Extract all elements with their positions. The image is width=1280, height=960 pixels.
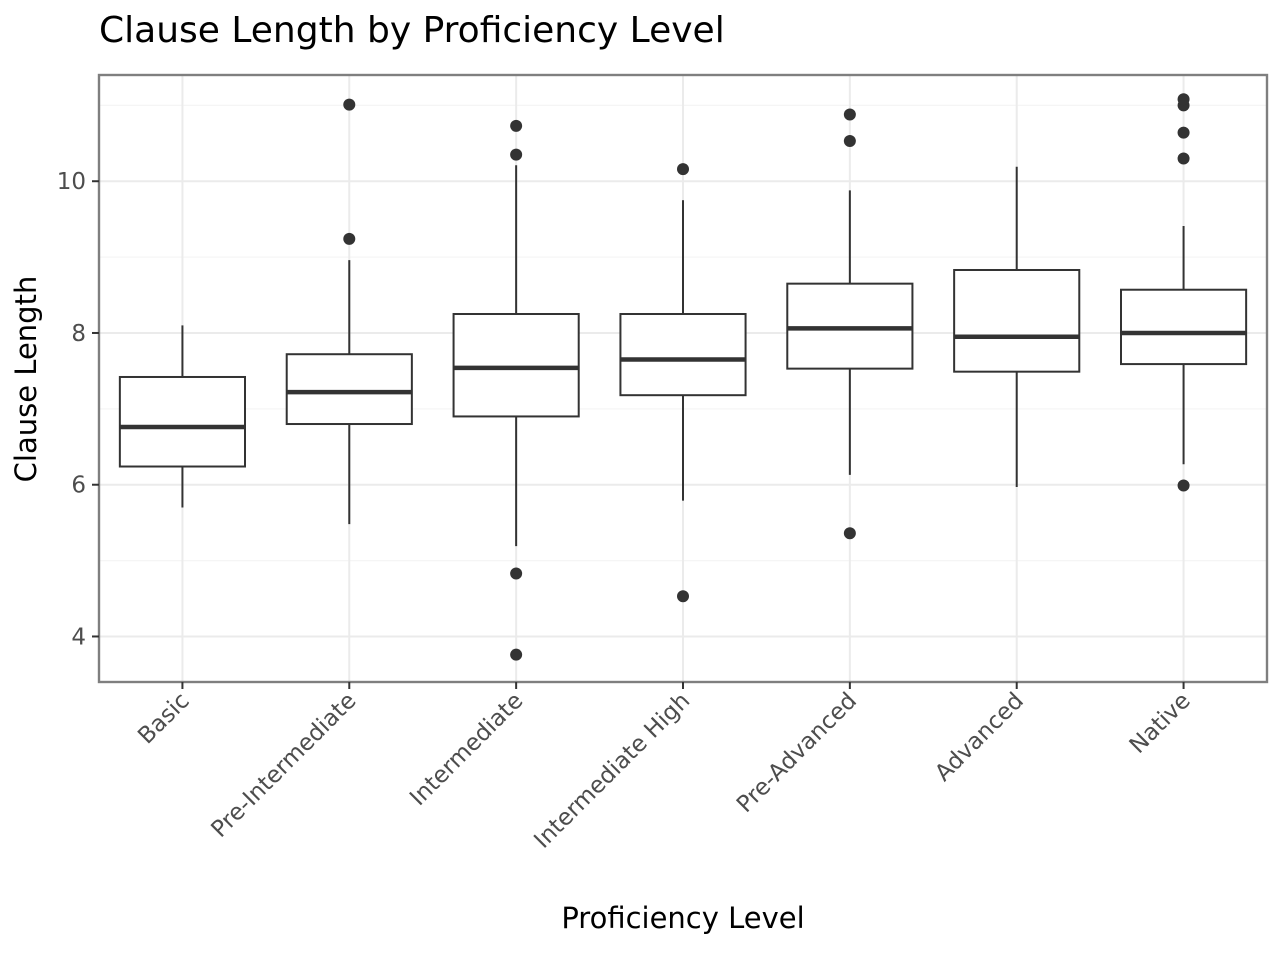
iqr-box bbox=[1120, 288, 1248, 366]
outlier-point bbox=[343, 98, 356, 111]
boxes-layer bbox=[118, 93, 1248, 661]
y-tick-label: 6 bbox=[71, 473, 86, 499]
outlier-point bbox=[1177, 93, 1190, 106]
outlier-point bbox=[343, 232, 356, 245]
box-group bbox=[619, 163, 747, 603]
iqr-box bbox=[118, 375, 246, 468]
outlier-point bbox=[510, 119, 523, 132]
outlier-point bbox=[510, 567, 523, 580]
x-tick-label: Native bbox=[1125, 688, 1196, 759]
box-group bbox=[118, 325, 246, 508]
iqr-box bbox=[452, 313, 580, 418]
outlier-point bbox=[1177, 152, 1190, 165]
outlier-point bbox=[843, 135, 856, 148]
box-group bbox=[786, 108, 914, 540]
chart-title: Clause Length by Proficiency Level bbox=[99, 10, 725, 51]
iqr-box bbox=[953, 268, 1081, 373]
outlier-point bbox=[843, 527, 856, 540]
x-tick-label: Advanced bbox=[930, 688, 1029, 787]
y-tick-label: 10 bbox=[57, 169, 86, 195]
x-axis-title: Proficiency Level bbox=[561, 901, 804, 935]
outlier-point bbox=[677, 163, 689, 176]
y-tick-label: 4 bbox=[71, 624, 86, 650]
box-group bbox=[285, 98, 413, 525]
outlier-point bbox=[510, 648, 523, 661]
outlier-point bbox=[1177, 479, 1190, 492]
x-tick-label: Pre-Advanced bbox=[732, 688, 862, 818]
outlier-point bbox=[677, 590, 689, 603]
box-group bbox=[452, 119, 580, 661]
x-tick-label: Intermediate High bbox=[529, 688, 695, 854]
iqr-box bbox=[619, 313, 747, 397]
outlier-point bbox=[843, 108, 856, 121]
y-axis-title: Clause Length bbox=[9, 276, 43, 483]
x-tick-label: Pre-Intermediate bbox=[206, 688, 361, 843]
iqr-box bbox=[285, 353, 413, 426]
x-tick-label: Basic bbox=[133, 688, 194, 749]
outlier-point bbox=[510, 148, 523, 161]
outlier-point bbox=[1177, 126, 1190, 139]
x-tick-label: Intermediate bbox=[405, 688, 528, 811]
box-group bbox=[1120, 93, 1248, 492]
y-tick-label: 8 bbox=[71, 321, 86, 347]
box-group bbox=[953, 166, 1081, 488]
iqr-box bbox=[786, 282, 914, 370]
